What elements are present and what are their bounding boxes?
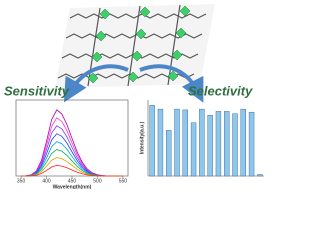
spectrum-line bbox=[21, 125, 123, 177]
bar bbox=[166, 130, 172, 177]
spectrum-line bbox=[21, 165, 123, 177]
y-axis-label: Intensity(a.u.) bbox=[139, 121, 145, 154]
bar bbox=[257, 174, 263, 177]
selectivity-label: Selectivity bbox=[188, 83, 253, 98]
x-tick-label: 550 bbox=[119, 178, 128, 184]
bar bbox=[199, 108, 205, 177]
x-tick-label: 350 bbox=[17, 178, 26, 184]
arrow-right bbox=[139, 64, 204, 103]
x-tick-label: 500 bbox=[93, 178, 102, 184]
x-axis-label: Wavelength(nm) bbox=[53, 184, 92, 189]
bar bbox=[215, 111, 222, 177]
bar bbox=[207, 114, 213, 177]
bar bbox=[224, 111, 230, 177]
bar bbox=[149, 105, 155, 177]
bar bbox=[240, 108, 246, 177]
bar bbox=[157, 108, 164, 177]
x-tick-label: 400 bbox=[42, 178, 51, 184]
crystal-structure bbox=[55, 4, 215, 88]
bar bbox=[248, 111, 255, 177]
arrow-left bbox=[63, 64, 129, 103]
bar bbox=[174, 108, 180, 177]
bar bbox=[232, 113, 238, 177]
bar bbox=[182, 109, 188, 177]
x-tick-label: 450 bbox=[68, 178, 77, 184]
sensitivity-label: Sensitivity bbox=[4, 83, 70, 98]
bar bbox=[190, 122, 197, 177]
page: Sensitivity Selectivity 350 400 450 500 550 W… bbox=[4, 4, 264, 189]
